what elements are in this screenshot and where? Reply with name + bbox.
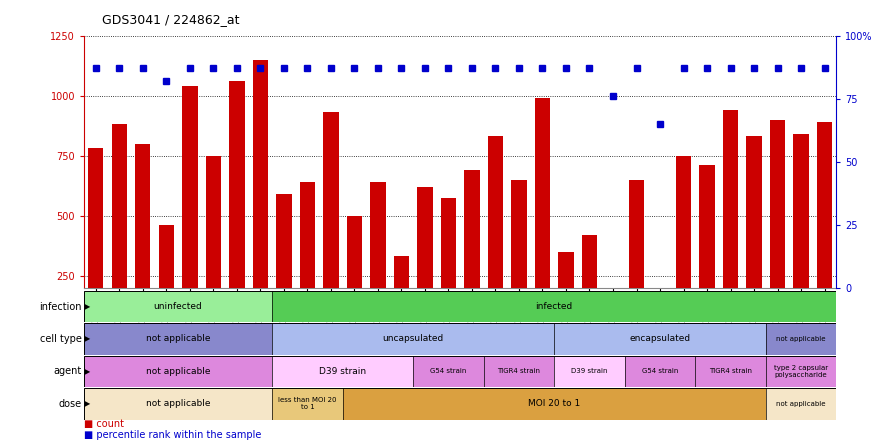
Text: ■ percentile rank within the sample: ■ percentile rank within the sample <box>84 430 261 440</box>
Bar <box>512 180 527 336</box>
Bar <box>418 187 433 336</box>
Text: uninfected: uninfected <box>154 302 203 311</box>
Text: encapsulated: encapsulated <box>629 334 690 344</box>
Bar <box>323 112 339 336</box>
Bar <box>766 388 836 420</box>
Bar <box>441 198 456 336</box>
Text: ▶: ▶ <box>82 367 90 376</box>
Bar <box>558 252 573 336</box>
Bar <box>276 194 291 336</box>
Bar <box>766 323 836 355</box>
Bar <box>605 288 620 336</box>
Text: TIGR4 strain: TIGR4 strain <box>709 369 752 374</box>
Bar <box>554 323 766 355</box>
Bar <box>484 356 554 387</box>
Bar <box>205 155 221 336</box>
Text: not applicable: not applicable <box>776 401 826 407</box>
Text: ■ count: ■ count <box>84 419 124 429</box>
Bar <box>273 388 342 420</box>
Text: type 2 capsular
polysaccharide: type 2 capsular polysaccharide <box>774 365 828 378</box>
Bar <box>413 356 484 387</box>
Bar <box>84 356 273 387</box>
Bar <box>794 134 809 336</box>
Bar <box>652 288 667 336</box>
Bar <box>300 182 315 336</box>
Bar <box>676 155 691 336</box>
Bar <box>723 110 738 336</box>
Bar <box>554 356 625 387</box>
Text: not applicable: not applicable <box>776 336 826 342</box>
Bar <box>88 148 104 336</box>
Bar <box>112 124 127 336</box>
Bar <box>342 388 766 420</box>
Text: ▶: ▶ <box>82 399 90 408</box>
Text: G54 strain: G54 strain <box>430 369 466 374</box>
Bar <box>488 136 503 336</box>
Bar <box>84 291 273 322</box>
Text: not applicable: not applicable <box>146 367 211 376</box>
Bar <box>746 136 762 336</box>
Text: not applicable: not applicable <box>146 334 211 344</box>
Bar <box>273 356 413 387</box>
Text: infection: infection <box>39 301 81 312</box>
Text: less than MOI 20
to 1: less than MOI 20 to 1 <box>278 397 336 410</box>
Text: ▶: ▶ <box>82 334 90 344</box>
Bar <box>629 180 644 336</box>
Text: D39 strain: D39 strain <box>571 369 608 374</box>
Bar <box>135 143 150 336</box>
Bar <box>158 225 174 336</box>
Text: uncapsulated: uncapsulated <box>382 334 443 344</box>
Bar <box>273 323 554 355</box>
Text: infected: infected <box>535 302 573 311</box>
Text: agent: agent <box>53 366 81 377</box>
Bar <box>84 323 273 355</box>
Bar <box>370 182 386 336</box>
Text: TIGR4 strain: TIGR4 strain <box>497 369 541 374</box>
Text: ▶: ▶ <box>82 302 90 311</box>
Text: MOI 20 to 1: MOI 20 to 1 <box>528 399 581 408</box>
Bar <box>229 81 244 336</box>
Text: cell type: cell type <box>40 334 81 344</box>
Bar <box>273 291 836 322</box>
Bar <box>770 119 785 336</box>
Text: GDS3041 / 224862_at: GDS3041 / 224862_at <box>102 13 239 26</box>
Bar <box>535 98 550 336</box>
Bar <box>253 59 268 336</box>
Bar <box>817 122 832 336</box>
Bar <box>696 356 766 387</box>
Bar <box>766 356 836 387</box>
Bar <box>84 388 273 420</box>
Text: D39 strain: D39 strain <box>319 367 366 376</box>
Text: G54 strain: G54 strain <box>642 369 678 374</box>
Text: not applicable: not applicable <box>146 399 211 408</box>
Bar <box>394 257 409 336</box>
Bar <box>699 165 715 336</box>
Bar <box>465 170 480 336</box>
Bar <box>625 356 696 387</box>
Bar <box>347 216 362 336</box>
Bar <box>182 86 197 336</box>
Text: dose: dose <box>58 399 81 409</box>
Bar <box>581 235 597 336</box>
